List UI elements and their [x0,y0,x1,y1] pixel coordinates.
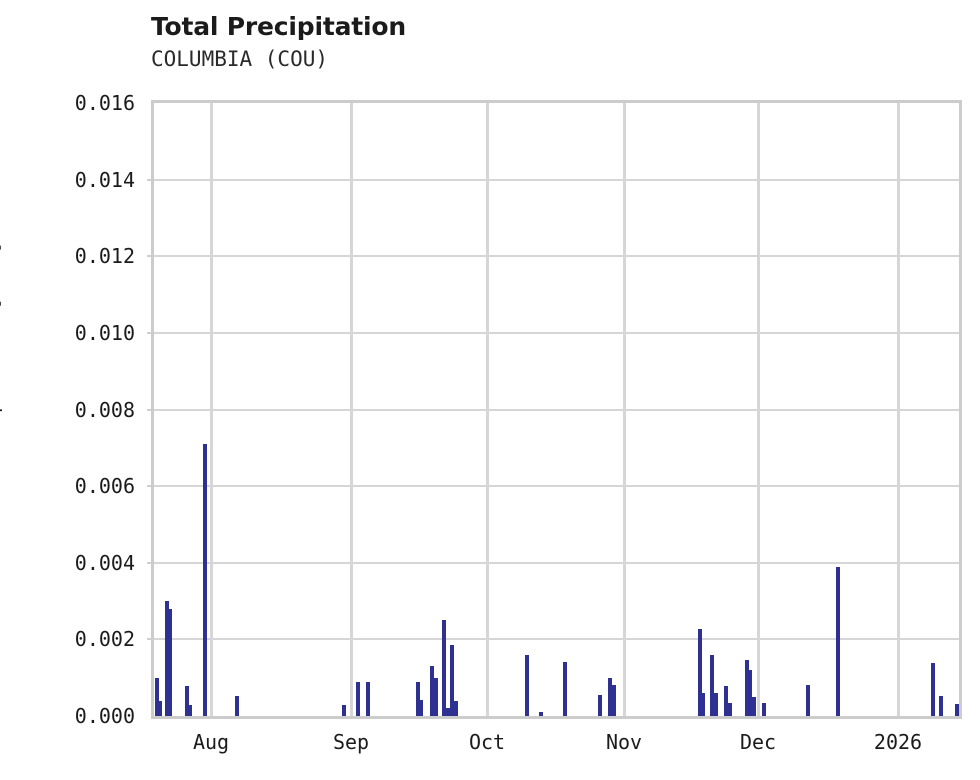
gridline-horizontal [154,178,959,181]
plot-area [151,100,962,719]
bar [235,696,239,716]
bar [155,677,159,716]
bar [185,686,189,716]
gridline-vertical [623,103,626,716]
bar [356,681,360,716]
gridline-horizontal [154,561,959,564]
chart-header: Total Precipitation COLUMBIA (COU) [151,12,851,73]
gridline-horizontal [154,408,959,411]
x-axis-tick-label: 2026 [873,730,923,754]
bar [931,663,935,716]
gridline-horizontal [154,255,959,258]
bar [608,677,612,716]
bar [430,666,434,716]
y-axis-tick-label: 0.016 [74,91,135,115]
y-axis-tick-label: 0.000 [74,704,135,728]
gridline-horizontal [154,331,959,334]
bar [939,696,943,716]
x-axis-tick-label: Oct [468,730,506,754]
bar [710,654,714,716]
bar [165,601,169,716]
bar [434,677,438,716]
gridline-vertical [350,103,353,716]
bar [203,443,207,716]
bar [612,685,616,716]
bar [539,712,543,716]
gridline-vertical [757,103,760,716]
bar [598,694,602,716]
bar [806,684,810,716]
y-axis-tick-label: 0.004 [74,550,135,575]
bar [446,708,450,716]
y-axis-tick-label: 0.006 [74,474,135,499]
bar [745,660,749,716]
y-axis-tick-label: 0.010 [74,320,135,345]
bar [158,700,162,716]
gridline-horizontal [154,485,959,488]
y-axis-tick-mark [147,638,154,641]
bar [728,702,732,716]
x-axis-tick-label: Sep [332,730,370,754]
bar [168,608,172,716]
y-axis-tick-label: 0.008 [74,397,135,422]
bar [366,681,370,716]
bar [419,699,423,716]
y-axis-tick-mark [147,408,154,411]
y-axis-title: Total Precipitation [mm/s] [0,0,40,780]
y-axis-tick-mark [147,255,154,258]
gridline-vertical [486,103,489,716]
bar [525,655,529,716]
bar [762,702,766,716]
bar [442,620,446,716]
bar [752,696,756,716]
bar [450,645,454,716]
y-axis-tick-label: 0.014 [74,167,135,192]
gridline-horizontal [154,638,959,641]
plot-inner [154,103,959,716]
y-axis-tick-label: 0.012 [74,244,135,269]
gridline-vertical [210,103,213,716]
y-axis-tick-mark [147,561,154,564]
y-axis-tick-mark [147,331,154,334]
y-axis-tick-mark [147,178,154,181]
bar [714,693,718,716]
x-axis-tick-label: Dec [739,730,777,754]
bar [955,703,959,716]
bar [342,704,346,716]
bar [454,700,458,716]
y-axis-tick-mark [147,485,154,488]
chart-subtitle: COLUMBIA (COU) [151,47,329,71]
x-axis-tick-label: Aug [192,730,230,754]
bar [701,693,705,716]
bar [724,686,728,716]
bar [188,704,192,716]
bar [416,681,420,716]
y-axis-tick-label: 0.002 [74,627,135,652]
bar [748,670,752,716]
bar [836,566,840,716]
bar [563,662,567,716]
bar [698,628,702,716]
page-title: Total Precipitation [151,12,406,41]
gridline-vertical [897,103,900,716]
x-axis-tick-label: Nov [605,730,643,754]
